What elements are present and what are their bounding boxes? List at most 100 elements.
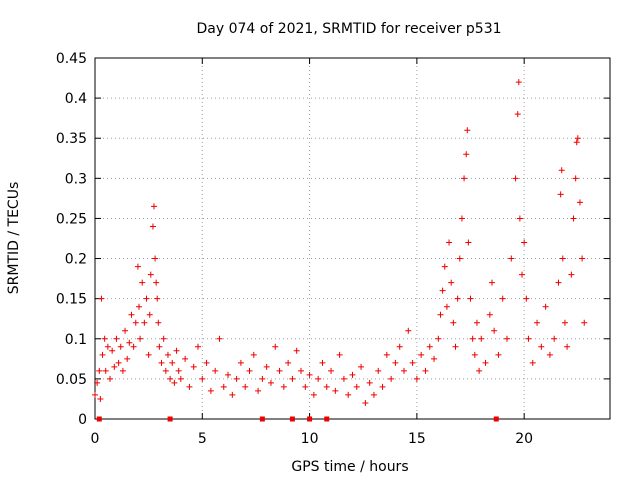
gridlines	[95, 58, 610, 419]
data-point	[151, 203, 158, 210]
data-point	[358, 363, 365, 370]
data-point	[546, 351, 553, 358]
gap-marker	[259, 416, 265, 422]
data-point	[154, 295, 161, 302]
data-point	[345, 391, 352, 398]
data-point	[130, 343, 137, 350]
data-point	[336, 351, 343, 358]
data-point	[233, 375, 240, 382]
data-point	[570, 215, 577, 222]
y-tick-label: 0.4	[65, 91, 87, 107]
data-point	[405, 327, 412, 334]
data-point	[555, 279, 562, 286]
data-point	[242, 383, 249, 390]
data-point	[229, 391, 236, 398]
x-axis-label: GPS time / hours	[291, 459, 408, 475]
data-point	[225, 371, 232, 378]
data-point	[413, 375, 420, 382]
data-point	[558, 167, 565, 174]
data-point	[568, 271, 575, 278]
chart-title: Day 074 of 2021, SRMTID for receiver p53…	[196, 21, 501, 37]
data-point	[104, 343, 111, 350]
x-tick-label: 10	[301, 431, 319, 447]
data-point	[115, 359, 122, 366]
data-point	[573, 139, 580, 146]
y-tick-label: 0.3	[65, 171, 87, 187]
data-point	[122, 327, 129, 334]
data-point	[551, 335, 558, 342]
y-tick-label: 0.05	[56, 372, 87, 388]
gap-marker	[167, 416, 173, 422]
y-tick-label: 0.1	[65, 332, 87, 348]
data-point	[435, 335, 442, 342]
data-point	[173, 347, 180, 354]
data-point	[328, 367, 335, 374]
data-point	[362, 399, 369, 406]
data-point	[446, 239, 453, 246]
data-point	[482, 359, 489, 366]
data-point	[135, 303, 142, 310]
data-point	[581, 319, 588, 326]
data-point	[431, 355, 438, 362]
data-point	[323, 383, 330, 390]
data-point	[102, 367, 109, 374]
data-point	[512, 175, 519, 182]
gap-markers	[96, 416, 499, 422]
data-point	[340, 375, 347, 382]
gap-marker	[324, 416, 330, 422]
y-tick-label: 0.15	[56, 292, 87, 308]
data-point	[456, 255, 463, 262]
x-tick-labels: 0 5 10 15 20	[91, 431, 534, 447]
data-point	[401, 367, 407, 374]
data-point	[111, 363, 118, 370]
data-point	[132, 319, 139, 326]
data-point	[302, 383, 309, 390]
data-point	[392, 359, 399, 366]
data-point	[267, 379, 274, 386]
data-point	[529, 359, 536, 366]
data-point	[203, 359, 210, 366]
data-point	[499, 295, 506, 302]
data-point	[289, 375, 296, 382]
data-point	[152, 255, 159, 262]
data-point	[167, 375, 174, 382]
data-point	[559, 255, 566, 262]
data-point	[576, 199, 583, 206]
y-tick-label: 0.25	[56, 211, 87, 227]
data-point	[426, 343, 433, 350]
data-point	[370, 391, 377, 398]
data-point	[388, 375, 395, 382]
data-point	[182, 355, 189, 362]
data-point	[375, 367, 382, 374]
data-point	[101, 335, 108, 342]
data-point	[107, 375, 114, 382]
data-point	[164, 351, 171, 358]
data-point	[422, 367, 429, 374]
data-point	[478, 335, 485, 342]
data-point	[276, 367, 283, 374]
data-point	[542, 303, 549, 310]
data-point	[521, 239, 528, 246]
data-point	[504, 335, 510, 342]
data-point	[452, 343, 459, 350]
data-point	[508, 255, 515, 262]
data-point	[516, 215, 523, 222]
y-tick-label: 0	[78, 412, 87, 428]
data-point	[379, 383, 386, 390]
data-point	[353, 383, 360, 390]
data-point	[177, 375, 184, 382]
data-point	[396, 343, 403, 350]
data-point	[250, 351, 257, 358]
data-point	[383, 351, 390, 358]
data-point	[443, 303, 450, 310]
data-point	[212, 367, 219, 374]
data-point	[515, 79, 522, 86]
data-point	[561, 319, 568, 326]
data-point	[220, 383, 227, 390]
data-point	[491, 327, 498, 334]
data-point	[514, 111, 521, 118]
data-point	[94, 379, 101, 386]
y-tick-label: 0.45	[56, 51, 87, 67]
